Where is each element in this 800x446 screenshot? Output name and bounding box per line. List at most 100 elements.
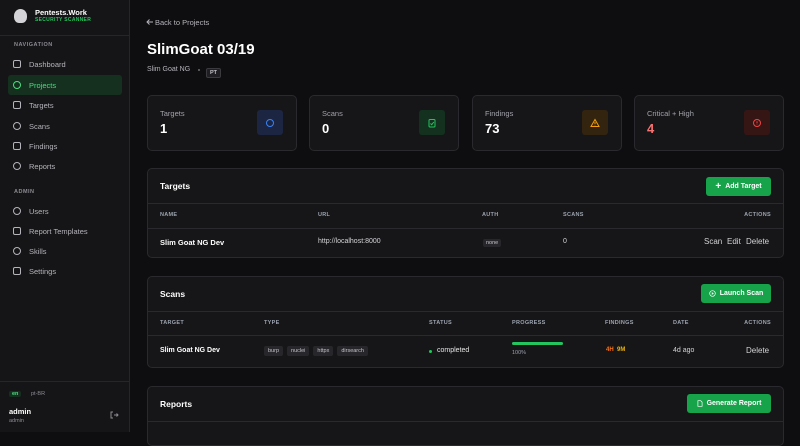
target-scans: 0 xyxy=(563,237,567,245)
nav-item[interactable]: Settings xyxy=(29,266,57,276)
column-header: URL xyxy=(318,211,331,218)
divider xyxy=(147,421,784,422)
stat-icon xyxy=(590,117,600,127)
nav-item[interactable]: Projects xyxy=(29,80,57,90)
finding-count-high: 4H xyxy=(606,347,614,354)
divider xyxy=(147,203,784,204)
nav-icon xyxy=(13,81,21,89)
nav-icon xyxy=(13,247,21,255)
button-label: Launch Scan xyxy=(719,290,764,297)
logo xyxy=(14,9,27,23)
section-heading: ADMIN xyxy=(14,188,35,195)
target-url: http://localhost:8000 xyxy=(318,237,381,245)
stat-card xyxy=(634,95,784,151)
stat-label: Scans xyxy=(322,108,343,118)
user-role: admin xyxy=(9,417,24,424)
stat-label: Critical + High xyxy=(647,108,694,118)
divider xyxy=(147,228,784,229)
nav-item[interactable]: Targets xyxy=(29,100,54,110)
column-header: FINDINGS xyxy=(605,319,634,326)
nav-item[interactable]: Findings xyxy=(29,141,58,151)
auth-badge: none xyxy=(483,238,502,248)
stat-icon-bg xyxy=(419,110,445,135)
nav-item[interactable]: Reports xyxy=(29,161,56,171)
scans-card xyxy=(147,276,784,368)
column-header: NAME xyxy=(160,211,178,218)
divider xyxy=(147,335,784,336)
page-title: SlimGoat 03/19 xyxy=(147,41,255,58)
brand: Pentests.Work xyxy=(35,7,87,17)
column-header: ACTIONS xyxy=(744,211,771,218)
section-heading: NAVIGATION xyxy=(14,41,53,48)
nav-item[interactable]: Dashboard xyxy=(29,59,66,69)
section-title: Targets xyxy=(160,180,191,191)
nav-icon xyxy=(13,267,21,275)
type-tag: dirsearch xyxy=(337,346,368,356)
action-link[interactable]: Delete xyxy=(746,346,770,356)
scan-status: completed xyxy=(437,346,470,354)
section-title: Scans xyxy=(160,288,186,299)
back-link[interactable]: Back to Projects xyxy=(155,17,210,27)
column-header: SCANS xyxy=(563,211,584,218)
action-link[interactable]: Delete xyxy=(746,237,770,247)
stat-icon xyxy=(753,118,761,127)
nav-icon xyxy=(13,227,21,235)
divider xyxy=(0,35,130,36)
user-name: admin xyxy=(9,406,32,416)
nav-active-bg xyxy=(8,75,122,95)
button-label: Add Target xyxy=(725,183,762,190)
stat-icon-bg xyxy=(257,110,283,135)
finding-count-medium: 9M xyxy=(617,347,626,354)
button-label: Generate Report xyxy=(706,400,762,407)
nav-item[interactable]: Report Templates xyxy=(29,226,88,236)
nav-icon xyxy=(13,207,21,215)
section-title: Reports xyxy=(160,398,193,409)
stat-icon xyxy=(428,118,436,127)
language[interactable]: en xyxy=(9,390,22,398)
stat-value: 73 xyxy=(485,121,500,137)
tagline: SECURITY SCANNER xyxy=(35,17,92,23)
stat-value: 1 xyxy=(160,121,168,137)
target-name: Slim Goat NG Dev xyxy=(160,237,225,247)
type-tag: nuclei xyxy=(287,346,310,356)
add-target-button[interactable]: + Add Target xyxy=(706,177,771,196)
nav-icon xyxy=(13,122,21,130)
stat-value: 4 xyxy=(647,121,655,137)
type-tag: burp xyxy=(264,346,284,356)
nav-icon xyxy=(13,142,21,150)
column-header: DATE xyxy=(673,319,689,326)
nav-item[interactable]: Scans xyxy=(29,121,50,131)
type-badge: PT xyxy=(206,67,222,79)
targets-card xyxy=(147,168,784,258)
nav-icon xyxy=(13,60,21,68)
stat-value: 0 xyxy=(322,121,330,137)
scan-date: 4d ago xyxy=(673,346,695,354)
column-header: TYPE xyxy=(264,319,280,326)
action-link[interactable]: Edit xyxy=(727,237,741,247)
column-header: AUTH xyxy=(482,211,499,218)
logout-icon[interactable] xyxy=(109,410,119,420)
divider xyxy=(0,381,130,382)
nav-item[interactable]: Skills xyxy=(29,246,47,256)
sidebar xyxy=(0,0,130,432)
type-tag: httpx xyxy=(313,346,334,356)
column-header: STATUS xyxy=(429,319,452,326)
nav-icon xyxy=(13,162,21,170)
scan-target: Slim Goat NG Dev xyxy=(160,346,220,354)
launch-scan-button[interactable]: Launch Scan xyxy=(701,284,771,303)
progress-label: 100% xyxy=(512,349,527,356)
scan-types: burp nuclei httpx dirsearch xyxy=(264,346,368,356)
client-name: Slim Goat NG xyxy=(147,65,191,73)
language[interactable]: pt-BR xyxy=(31,390,46,397)
stat-label: Findings xyxy=(485,108,514,118)
nav-item[interactable]: Users xyxy=(29,206,49,216)
column-header: TARGET xyxy=(160,319,185,326)
status-dot xyxy=(429,349,432,353)
stat-label: Targets xyxy=(160,108,185,118)
generate-report-button[interactable]: Generate Report xyxy=(687,394,771,413)
separator-dot xyxy=(198,69,200,71)
column-header: PROGRESS xyxy=(512,319,546,326)
action-link[interactable]: Scan xyxy=(704,237,723,247)
divider xyxy=(147,311,784,312)
